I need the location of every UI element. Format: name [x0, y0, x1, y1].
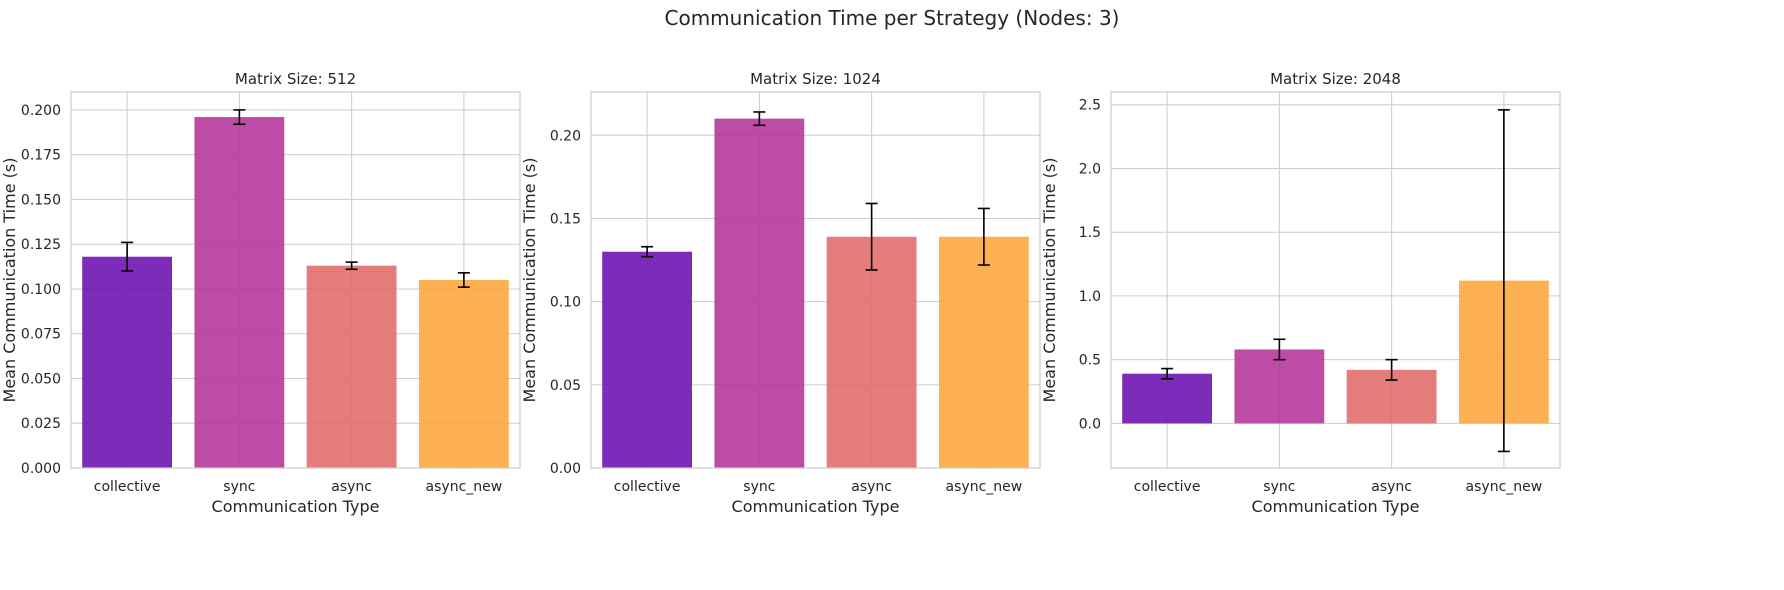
x-tick-label: async_new [946, 479, 1023, 495]
plot-frame [590, 91, 1041, 469]
plot-frame [70, 91, 521, 469]
y-axis-label: Mean Communication Time (s) [1040, 158, 1059, 403]
bar-async [826, 236, 917, 468]
x-tick-label: async [851, 479, 892, 495]
panel-title: Matrix Size: 2048 [1270, 70, 1401, 88]
y-tick-label: 0.025 [21, 416, 61, 432]
y-tick-label: 1.0 [1079, 289, 1101, 305]
y-tick-label: 0.5 [1079, 353, 1101, 369]
y-tick-label: 0.125 [21, 237, 61, 253]
panel-title: Matrix Size: 512 [235, 70, 356, 88]
bar-collective [1122, 373, 1213, 424]
x-tick-label: collective [1134, 479, 1201, 495]
x-axis-label: Communication Type [1252, 497, 1420, 516]
bar-collective [82, 256, 173, 468]
x-tick-label: async_new [426, 479, 503, 495]
chart-panel-2: 0.00 0.05 0.10 0.15 0.20 collective sync async a… [520, 70, 1041, 516]
x-axis-label: Communication Type [732, 497, 900, 516]
x-tick-label: async_new [1466, 479, 1543, 495]
y-tick-label: 0.175 [21, 148, 61, 164]
y-tick-label: 0.100 [21, 282, 61, 298]
y-tick-label: 1.5 [1079, 225, 1101, 241]
y-tick-label: 0.20 [550, 128, 581, 144]
bar-async_new [418, 280, 509, 468]
y-tick-label: 2.0 [1079, 161, 1101, 177]
y-tick-label: 0.10 [550, 295, 581, 311]
y-tick-label: 0.00 [550, 461, 581, 477]
y-tick-label: 0.075 [21, 327, 61, 343]
figure-title: Communication Time per Strategy (Nodes: … [664, 6, 1120, 30]
bar-sync [1234, 349, 1325, 424]
y-tick-label: 0.200 [21, 103, 61, 119]
y-axis-label: Mean Communication Time (s) [0, 158, 19, 403]
y-axis-label: Mean Communication Time (s) [520, 158, 539, 403]
x-tick-label: collective [614, 479, 681, 495]
x-tick-label: sync [1263, 479, 1295, 495]
x-axis-label: Communication Type [212, 497, 380, 516]
x-tick-label: sync [223, 479, 255, 495]
chart-panel-1: 0.000 0.025 0.050 0.075 0.100 0.125 0.150 0.175… [0, 70, 521, 516]
plot-frame [1110, 91, 1561, 469]
bar-sync [194, 117, 285, 469]
bar-sync [714, 118, 805, 468]
bar-collective [602, 251, 693, 468]
bar-async [306, 265, 397, 468]
y-tick-label: 2.5 [1079, 98, 1101, 114]
panel-title: Matrix Size: 1024 [750, 70, 881, 88]
y-tick-label: 0.150 [21, 192, 61, 208]
chart-panel-3: 0.0 0.5 1.0 1.5 2.0 2.5 collective sync async asy… [1040, 70, 1561, 516]
x-tick-label: collective [94, 479, 161, 495]
y-tick-label: 0.050 [21, 371, 61, 387]
x-tick-label: sync [743, 479, 775, 495]
bar-async_new [938, 236, 1029, 468]
y-tick-label: 0.000 [21, 461, 61, 477]
x-tick-label: async [331, 479, 372, 495]
y-tick-label: 0.05 [550, 378, 581, 394]
y-tick-label: 0.0 [1079, 416, 1101, 432]
y-tick-label: 0.15 [550, 211, 581, 227]
x-tick-label: async [1371, 479, 1412, 495]
